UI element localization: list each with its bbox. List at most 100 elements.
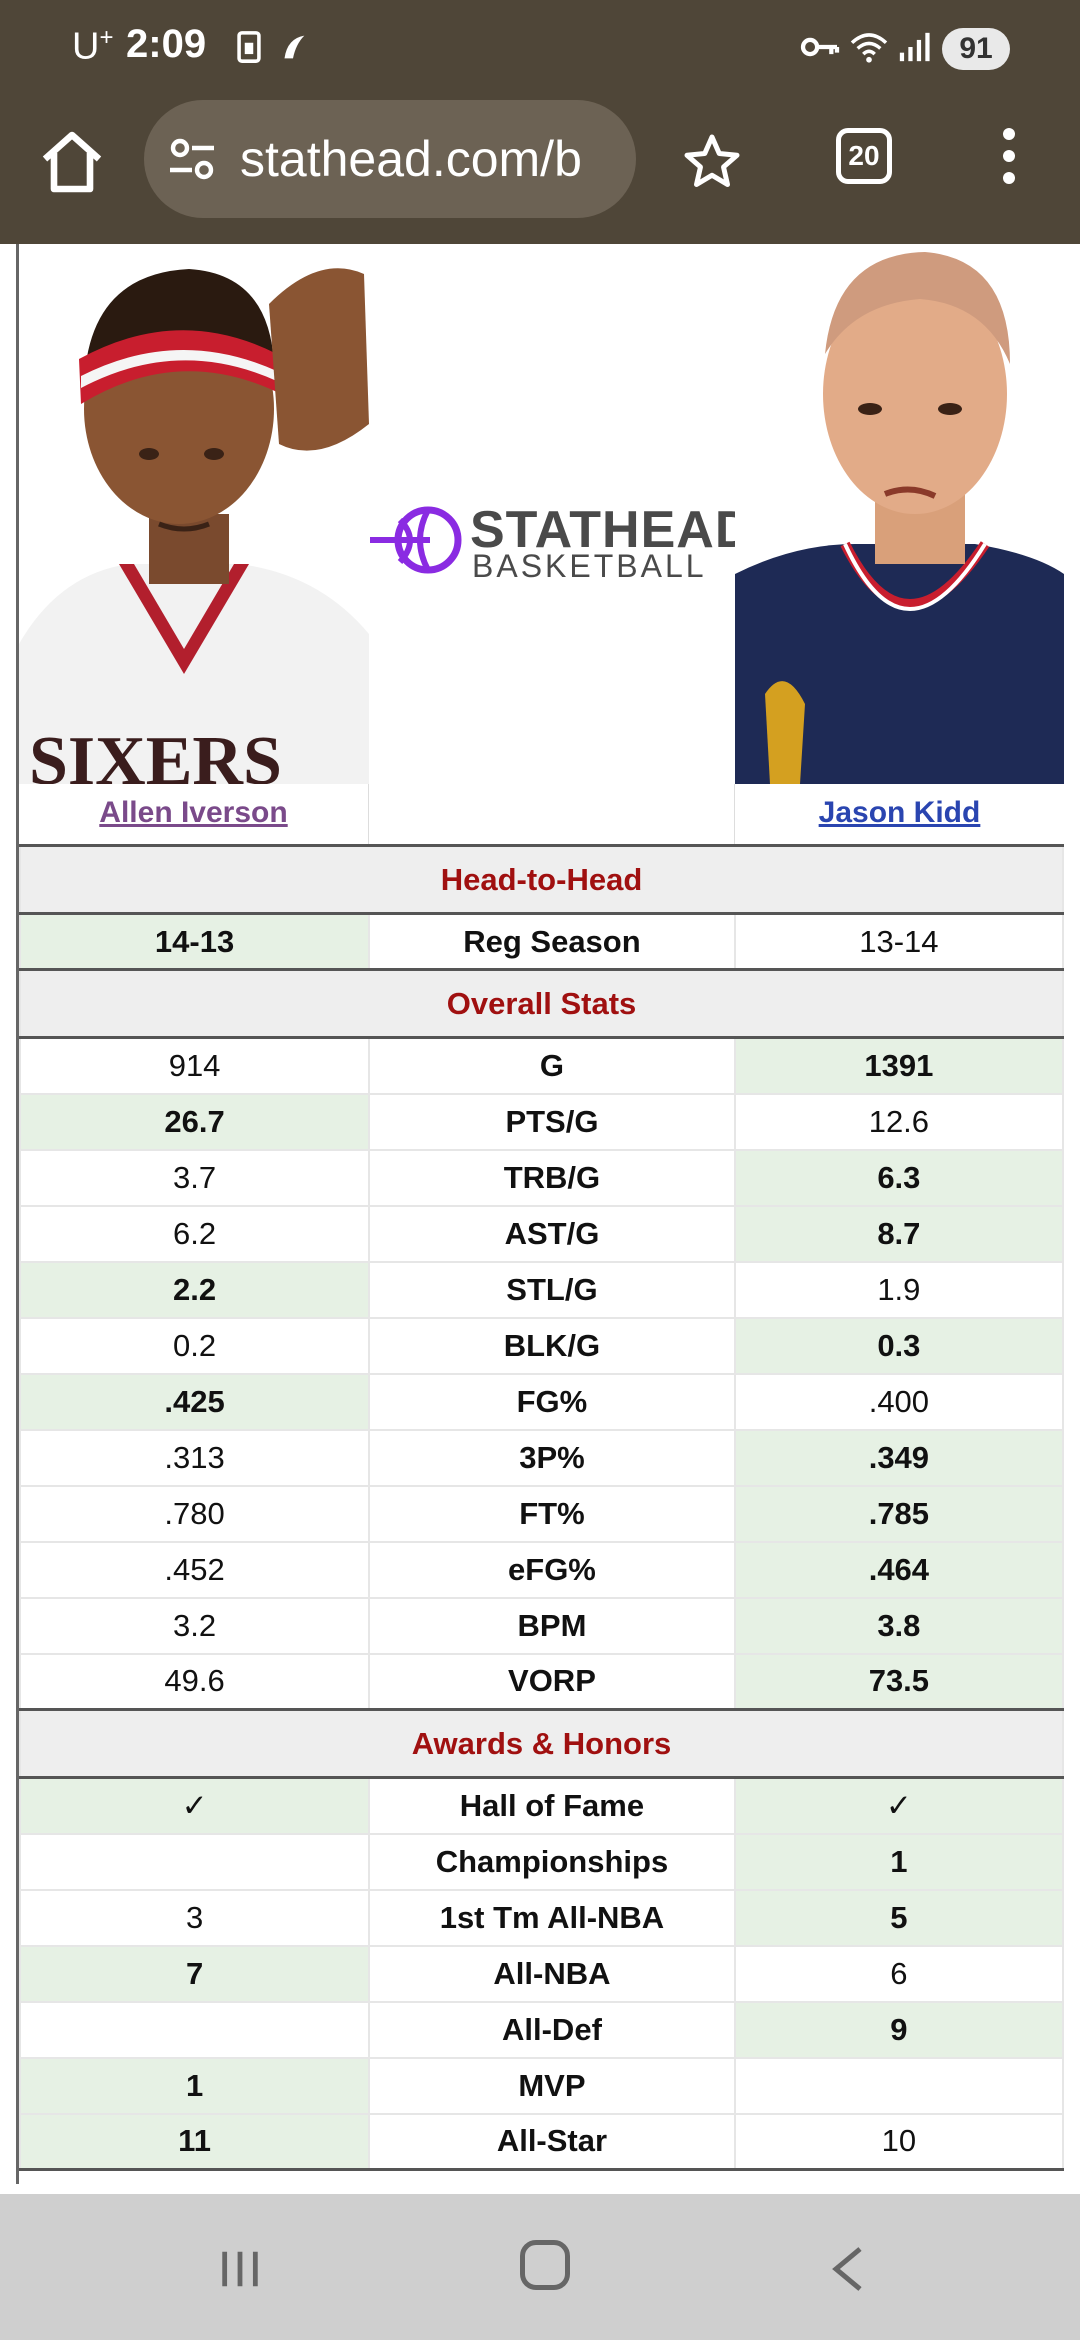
- vpn-key-icon: [800, 37, 840, 57]
- stat-label: MVP: [368, 2056, 736, 2115]
- stat-row: .452 eFG% .464: [18, 1540, 1065, 1599]
- stat-label: All-NBA: [368, 1944, 736, 2003]
- stat-label: FT%: [368, 1484, 736, 1543]
- section-header: Head-to-Head: [19, 844, 1064, 915]
- stat-label: BLK/G: [368, 1316, 736, 1375]
- logo-subtitle: BASKETBALL: [472, 548, 707, 584]
- section-head-to-head: Head-to-Head: [19, 844, 1064, 915]
- comparison-table: Head-to-Head 14-13 Reg Season 13-14 Overall …: [18, 844, 1065, 2171]
- left-player-value: 3.7: [18, 1148, 371, 1207]
- player-link-right[interactable]: Jason Kidd: [818, 796, 981, 829]
- signal-icon: [899, 32, 930, 62]
- stat-row: 1 MVP: [18, 2056, 1065, 2115]
- left-player-value: 1: [18, 2056, 371, 2115]
- stat-row: 3 1st Tm All-NBA 5: [18, 1888, 1065, 1947]
- right-player-value: .400: [733, 1372, 1065, 1431]
- basketball-logo-icon: [370, 506, 462, 574]
- right-player-value: 3.8: [733, 1596, 1065, 1655]
- stat-label: PTS/G: [368, 1092, 736, 1151]
- stat-row: 3.7 TRB/G 6.3: [18, 1148, 1065, 1207]
- left-player-value: .452: [18, 1540, 371, 1599]
- right-player-value: 13-14: [733, 912, 1065, 971]
- left-player-value: 14-13: [18, 912, 371, 971]
- stat-label: AST/G: [368, 1204, 736, 1263]
- left-player-value: [18, 1832, 371, 1891]
- address-bar[interactable]: stathead.com/b: [144, 100, 636, 218]
- stat-row: 14-13 Reg Season 13-14: [18, 912, 1065, 971]
- left-player-value: 6.2: [18, 1204, 371, 1263]
- stat-label: All-Def: [368, 2000, 736, 2059]
- right-player-value: 9: [733, 2000, 1065, 2059]
- right-player-value: 5: [733, 1888, 1065, 1947]
- bookmark-star-icon[interactable]: [682, 132, 742, 192]
- left-player-value: 3: [18, 1888, 371, 1947]
- site-settings-icon[interactable]: [168, 138, 216, 182]
- stat-row: 3.2 BPM 3.8: [18, 1596, 1065, 1655]
- right-player-value: 1391: [733, 1036, 1065, 1095]
- stat-row: 0.2 BLK/G 0.3: [18, 1316, 1065, 1375]
- left-player-value: 0.2: [18, 1316, 371, 1375]
- right-player-value: ✓: [733, 1776, 1065, 1835]
- stathead-logo: STATHEAD BASKETBALL: [370, 500, 752, 584]
- left-player-value: .425: [18, 1372, 371, 1431]
- left-player-value: 26.7: [18, 1092, 371, 1151]
- left-player-value: 914: [18, 1036, 371, 1095]
- player-photo-right: [735, 244, 1064, 784]
- right-player-value: 1: [733, 1832, 1065, 1891]
- section-awards: Awards & Honors: [19, 1708, 1064, 1779]
- stat-label: BPM: [368, 1596, 736, 1655]
- stat-row: 6.2 AST/G 8.7: [18, 1204, 1065, 1263]
- section-overall-stats: Overall Stats: [19, 968, 1064, 1039]
- stat-row: Championships 1: [18, 1832, 1065, 1891]
- status-bar: U+ 2:09 91: [0, 0, 1080, 96]
- tab-switcher-button[interactable]: 20: [836, 128, 892, 184]
- battery-indicator: 91: [942, 28, 1010, 70]
- right-player-value: .349: [733, 1428, 1065, 1487]
- page-content: SIXERS STATHEAD BASKETBALL: [0, 244, 1080, 2194]
- stat-label: TRB/G: [368, 1148, 736, 1207]
- right-player-value: 73.5: [733, 1652, 1065, 1711]
- stat-label: 3P%: [368, 1428, 736, 1487]
- more-menu-icon[interactable]: [994, 128, 1024, 192]
- carrier-label: U+: [72, 24, 114, 68]
- back-icon[interactable]: [828, 2244, 868, 2294]
- right-player-value: [733, 2056, 1065, 2115]
- stat-row: 2.2 STL/G 1.9: [18, 1260, 1065, 1319]
- right-player-value: .464: [733, 1540, 1065, 1599]
- stat-label: eFG%: [368, 1540, 736, 1599]
- stat-label: VORP: [368, 1652, 736, 1711]
- wifi-icon: [850, 33, 888, 63]
- stat-row: 49.6 VORP 73.5: [18, 1652, 1065, 1711]
- player-photo-left: SIXERS: [19, 244, 369, 784]
- stat-row: 7 All-NBA 6: [18, 1944, 1065, 2003]
- clock: 2:09: [126, 22, 207, 66]
- right-player-value: 6: [733, 1944, 1065, 2003]
- left-player-value: .780: [18, 1484, 371, 1543]
- right-player-value: 8.7: [733, 1204, 1065, 1263]
- left-player-value: 11: [18, 2112, 371, 2171]
- svg-text:SIXERS: SIXERS: [29, 723, 282, 784]
- names-spacer: [369, 784, 735, 846]
- recents-icon[interactable]: [216, 2246, 264, 2292]
- comparison-frame: [16, 244, 1064, 2184]
- stat-label: FG%: [368, 1372, 736, 1431]
- player-link-left[interactable]: Allen Iverson: [19, 784, 369, 846]
- stat-label: Reg Season: [368, 912, 736, 971]
- stat-row: .313 3P% .349: [18, 1428, 1065, 1487]
- system-nav-bar: [0, 2194, 1080, 2340]
- left-player-value: .313: [18, 1428, 371, 1487]
- left-player-value: 2.2: [18, 1260, 371, 1319]
- stat-row: 26.7 PTS/G 12.6: [18, 1092, 1065, 1151]
- left-player-value: 7: [18, 1944, 371, 2003]
- left-player-value: [18, 2000, 371, 2059]
- home-nav-icon[interactable]: [520, 2240, 570, 2290]
- section-header: Overall Stats: [19, 968, 1064, 1039]
- home-icon[interactable]: [36, 126, 108, 198]
- left-player-value: 3.2: [18, 1596, 371, 1655]
- player-names-row: Allen Iverson Jason Kidd: [19, 784, 1064, 846]
- right-player-value: 12.6: [733, 1092, 1065, 1151]
- stat-label: All-Star: [368, 2112, 736, 2171]
- section-header: Awards & Honors: [19, 1708, 1064, 1779]
- url-text[interactable]: stathead.com/b: [240, 131, 582, 187]
- stat-label: 1st Tm All-NBA: [368, 1888, 736, 1947]
